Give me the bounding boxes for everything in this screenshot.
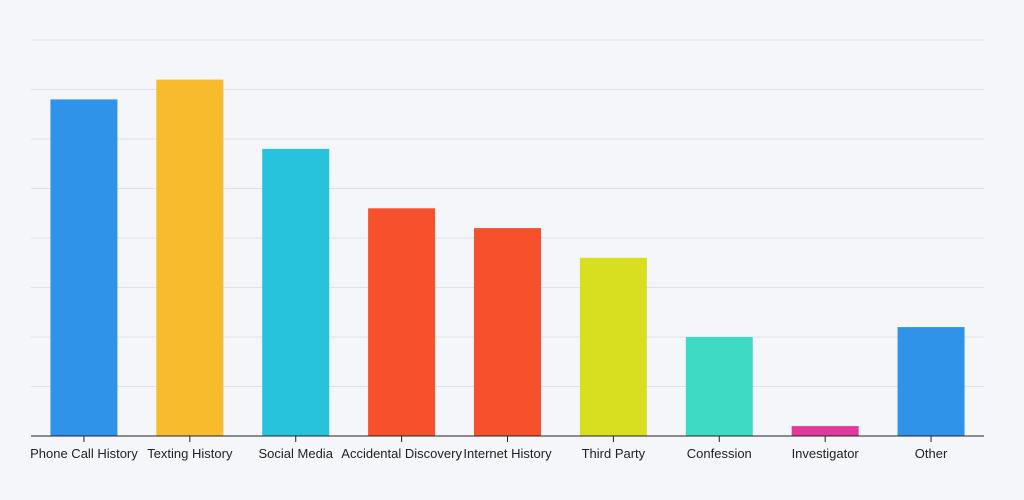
- bar: [474, 228, 541, 436]
- x-axis: [31, 435, 984, 442]
- x-tick-label: Accidental Discovery: [341, 446, 462, 461]
- x-tick-label: Investigator: [792, 446, 860, 461]
- x-tick-label: Social Media: [259, 446, 334, 461]
- bar: [685, 337, 753, 436]
- bar: [262, 148, 330, 436]
- x-tick-label: Texting History: [147, 446, 233, 461]
- bar: [368, 208, 436, 436]
- bar: [791, 426, 859, 436]
- x-tick-label: Phone Call History: [30, 446, 138, 461]
- bar: [156, 79, 224, 436]
- bar: [579, 257, 647, 436]
- x-tick-label: Other: [915, 446, 948, 461]
- bar: [50, 99, 118, 437]
- x-tick-label: Confession: [687, 446, 752, 461]
- bar: [897, 327, 965, 436]
- x-tick-label: Third Party: [582, 446, 646, 461]
- x-tick-labels: Phone Call History Texting History Social …: [30, 446, 948, 461]
- bars: [50, 79, 965, 437]
- x-tick-label: Internet History: [463, 446, 552, 461]
